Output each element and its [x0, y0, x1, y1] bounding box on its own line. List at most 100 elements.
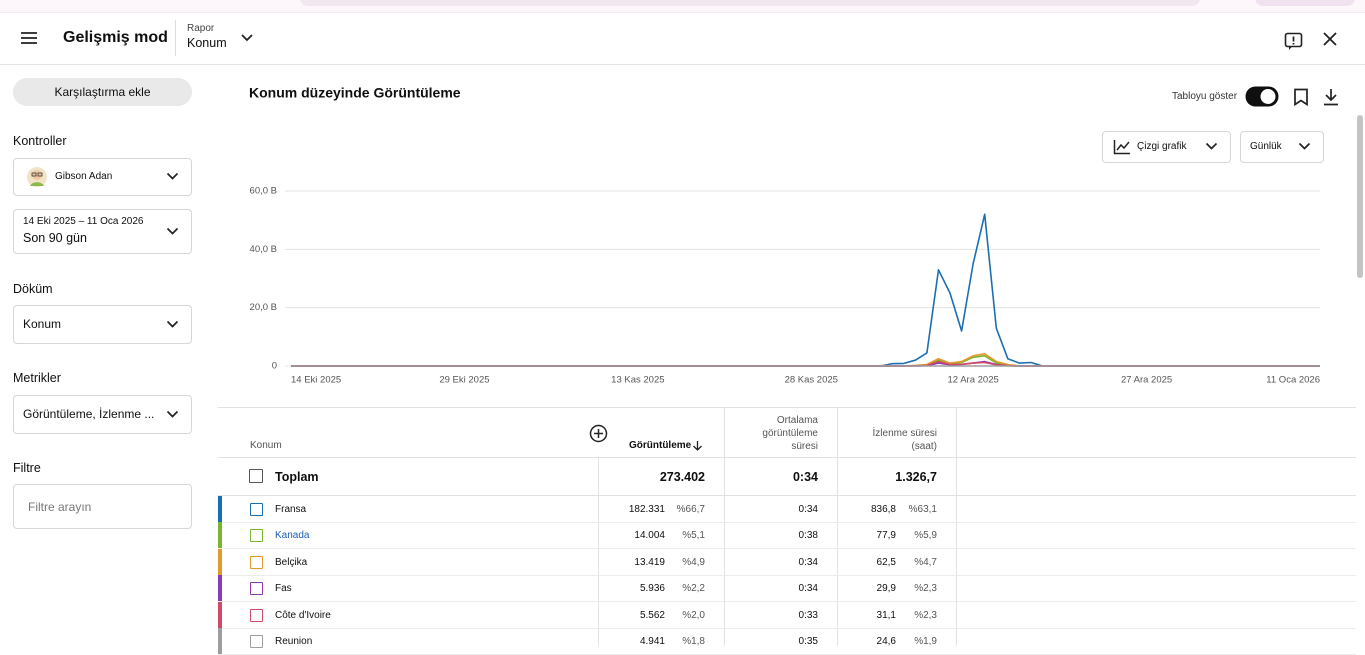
scrollbar[interactable]	[1357, 115, 1363, 278]
row-divider	[218, 548, 1356, 549]
filter-input[interactable]: Filtre arayın	[13, 484, 192, 529]
report-value[interactable]: Konum	[187, 36, 227, 50]
date-range: 14 Eki 2025 – 11 Oca 2026	[23, 216, 144, 227]
chevron	[1298, 142, 1311, 150]
chevron	[166, 227, 179, 235]
bookmark-icon[interactable]	[1293, 88, 1309, 106]
checkbox[interactable]	[250, 503, 263, 516]
hours-share: %1,9	[914, 636, 937, 647]
location-name[interactable]: Fransa	[275, 504, 307, 515]
hours-share: %2,3	[914, 583, 937, 594]
x-tick-label: 12 Ara 2025	[948, 375, 999, 386]
browser-strip	[0, 0, 1365, 13]
y-tick-label: 40,0 B	[250, 244, 277, 255]
location-name[interactable]: Kanada	[275, 530, 310, 541]
series-line	[291, 213, 1320, 367]
column-header[interactable]: Ortalama görüntüleme süresi	[762, 415, 818, 452]
section-title: Metrikler	[13, 371, 61, 385]
x-tick-label: 13 Kas 2025	[611, 375, 664, 386]
views-share: %66,7	[676, 504, 705, 515]
column-header[interactable]: İzlenme süresi (saat)	[872, 428, 937, 452]
breakdown-value: Konum	[23, 317, 62, 331]
chevron	[166, 172, 179, 180]
views-share: %5,1	[682, 530, 705, 541]
sort-icon[interactable]	[692, 440, 703, 452]
column-header: Konum	[250, 440, 282, 451]
checkbox[interactable]	[250, 609, 263, 622]
close-icon[interactable]	[1323, 32, 1337, 46]
views: 5.562	[639, 610, 665, 621]
checkbox[interactable]	[249, 469, 263, 483]
total-avg: 0:34	[792, 470, 818, 484]
chevron	[1205, 142, 1218, 150]
checkbox[interactable]	[250, 529, 263, 542]
metrics-select[interactable]: Görüntüleme, İzlenme ...	[13, 395, 192, 434]
top-button[interactable]	[1255, 0, 1355, 6]
checkbox[interactable]	[250, 582, 263, 595]
chart-type-select[interactable]: Çizgi grafik	[1102, 131, 1231, 163]
watch-hours: 77,9	[876, 530, 896, 541]
total-hours: 1.326,7	[895, 470, 937, 484]
location-name[interactable]: Reunion	[275, 636, 313, 647]
total-label: Toplam	[275, 470, 319, 484]
location-name[interactable]: Belçika	[275, 557, 308, 568]
avg-duration: 0:34	[798, 583, 818, 594]
add-column-icon[interactable]	[589, 424, 608, 443]
hours-share: %4,7	[914, 557, 937, 568]
period: Son 90 gün	[23, 231, 87, 245]
feedback-icon[interactable]	[1284, 32, 1303, 51]
col-divider	[724, 407, 725, 646]
row-divider	[218, 522, 1356, 523]
table-border	[218, 457, 1356, 458]
x-tick-label: 29 Eki 2025	[439, 375, 489, 386]
column-header[interactable]: Görüntüleme	[629, 440, 692, 451]
download-icon[interactable]	[1323, 88, 1339, 106]
checkbox[interactable]	[250, 635, 263, 648]
chevron	[166, 410, 179, 418]
series-color-bar	[218, 602, 222, 628]
channel-select[interactable]: Gibson Adan	[13, 158, 192, 196]
report-label: Rapor	[187, 23, 215, 34]
series-color-bar	[218, 628, 222, 654]
table-border	[218, 495, 1356, 496]
series-line	[291, 355, 1320, 367]
header-title: Gelişmiş mod	[63, 29, 168, 46]
avg-duration: 0:33	[798, 610, 818, 621]
views: 14.004	[634, 530, 665, 541]
location-name[interactable]: Fas	[275, 583, 292, 594]
y-tick-label: 20,0 B	[250, 302, 277, 313]
col-divider	[598, 457, 599, 646]
views-share: %4,9	[682, 557, 705, 568]
breakdown-select[interactable]: Konum	[13, 305, 192, 344]
avg-duration: 0:34	[798, 504, 818, 515]
avg-duration: 0:35	[798, 636, 818, 647]
views: 5.936	[639, 583, 665, 594]
series-color-bar	[218, 522, 222, 548]
compare-button[interactable]: Karşılaştırma ekle	[13, 78, 192, 106]
report-dropdown[interactable]	[240, 33, 254, 43]
table-toggle[interactable]	[1245, 86, 1279, 107]
y-tick-label: 60,0 B	[250, 186, 277, 197]
granularity-select[interactable]: Günlük	[1240, 131, 1324, 163]
watch-hours: 31,1	[876, 610, 896, 621]
avatar	[27, 167, 47, 187]
x-tick-label: 14 Eki 2025	[291, 375, 341, 386]
checkbox[interactable]	[250, 556, 263, 569]
search-bar[interactable]	[300, 0, 1200, 6]
watch-hours: 29,9	[876, 583, 896, 594]
watch-hours: 836,8	[870, 504, 896, 515]
section-title: Filtre	[13, 461, 41, 475]
section-title: Kontroller	[13, 134, 67, 148]
avg-duration: 0:38	[798, 530, 818, 541]
date-select[interactable]: 14 Eki 2025 – 11 Oca 2026 Son 90 gün	[13, 209, 192, 254]
menu-icon[interactable]	[20, 30, 38, 46]
watch-hours: 24,6	[876, 636, 896, 647]
y-tick-label: 0	[272, 361, 277, 372]
divider	[175, 20, 176, 56]
row-divider	[218, 628, 1356, 629]
location-name[interactable]: Côte d'Ivoire	[275, 610, 331, 621]
views: 182.331	[628, 504, 665, 515]
avg-duration: 0:34	[798, 557, 818, 568]
chevron	[166, 320, 179, 328]
section-title: Döküm	[13, 282, 53, 296]
